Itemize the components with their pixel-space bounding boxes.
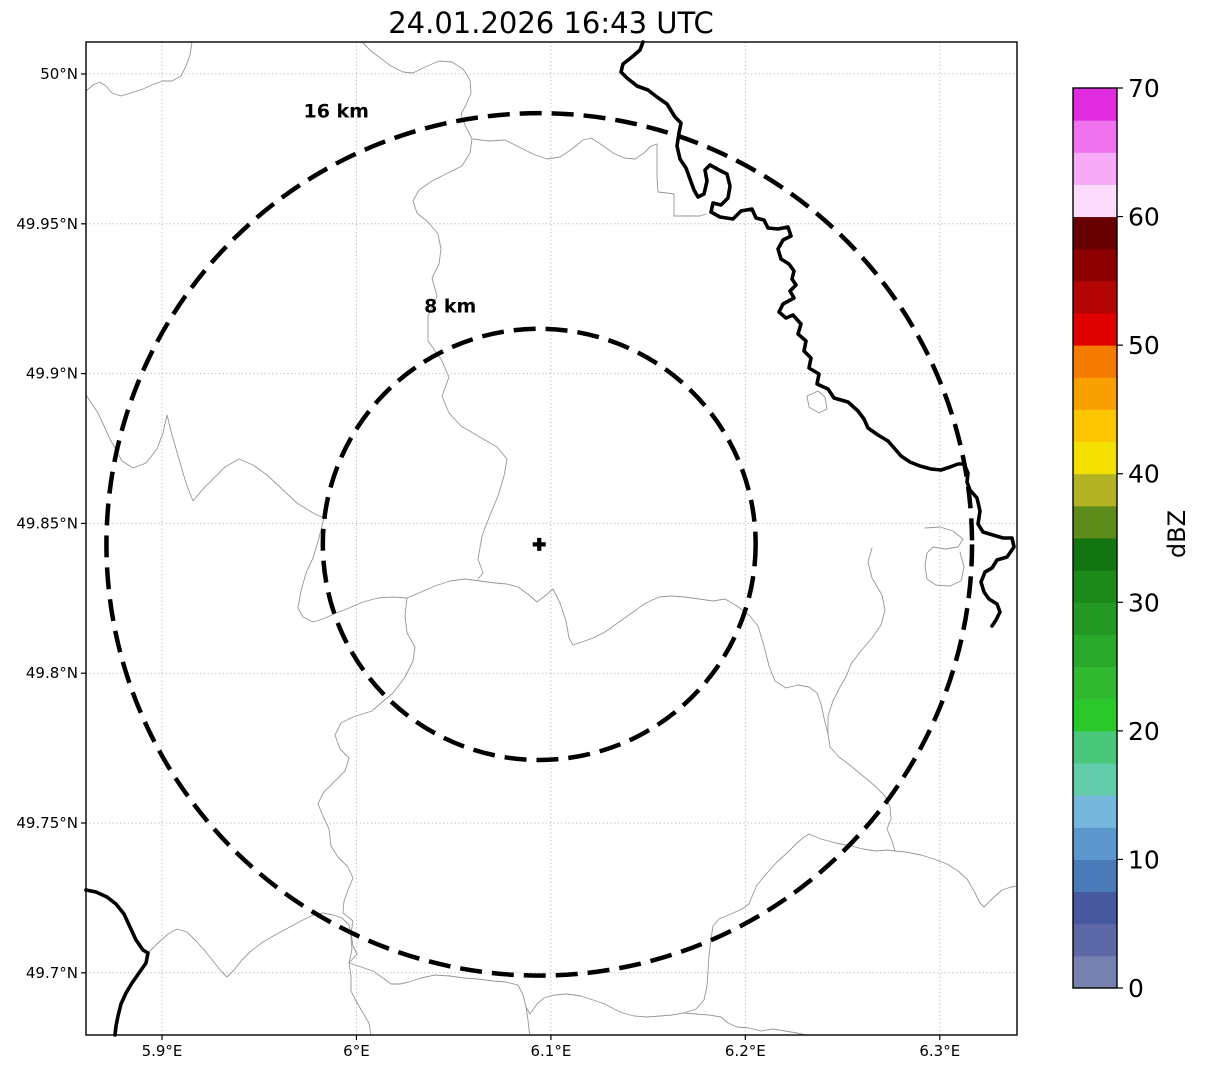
range-ring-label: 16 km bbox=[303, 100, 369, 122]
colorbar-band bbox=[1073, 152, 1117, 185]
admin-border-line bbox=[317, 597, 416, 1036]
colorbar-band bbox=[1073, 280, 1117, 314]
colorbar-band bbox=[1073, 120, 1117, 153]
colorbar-tick-label: 70 bbox=[1128, 74, 1160, 103]
colorbar: 0 10 20 30 40 50 60 70 bbox=[1072, 74, 1160, 1003]
colorbar-band bbox=[1073, 216, 1117, 250]
colorbar-tick-label: 30 bbox=[1128, 588, 1160, 617]
colorbar-band bbox=[1073, 827, 1117, 860]
colorbar-band bbox=[1073, 730, 1117, 764]
admin-border-pocket bbox=[806, 390, 828, 414]
colorbar-band bbox=[1073, 666, 1117, 700]
range-ring-label: 8 km bbox=[424, 295, 476, 317]
gridlines bbox=[86, 42, 1017, 1035]
x-tick-label: 6.1°E bbox=[530, 1042, 571, 1060]
admin-border-line bbox=[362, 42, 508, 580]
admin-border-line bbox=[348, 833, 810, 1018]
colorbar-tick-label: 50 bbox=[1128, 331, 1160, 360]
river-main-line bbox=[619, 40, 1016, 628]
x-tick-label: 6.2°E bbox=[725, 1042, 766, 1060]
colorbar-band bbox=[1073, 505, 1117, 539]
admin-border-line bbox=[525, 1006, 531, 1036]
range-ring-8km bbox=[320, 326, 758, 763]
y-tick-label: 49.75°N bbox=[16, 814, 78, 832]
range-rings-layer: 16 km 8 km bbox=[104, 100, 975, 978]
y-tick-label: 49.95°N bbox=[16, 215, 78, 233]
axes-layer: 5.9°E 6°E 6.1°E 6.2°E 6.3°E 50°N 49.95°N 49.9°N… bbox=[16, 41, 1018, 1060]
admin-border-line bbox=[472, 137, 707, 217]
colorbar-band bbox=[1073, 923, 1117, 957]
colorbar-band bbox=[1073, 634, 1117, 668]
admin-border-line bbox=[683, 1012, 807, 1036]
colorbar-band bbox=[1073, 891, 1117, 925]
colorbar-band bbox=[1073, 955, 1117, 989]
river-thin-line bbox=[147, 912, 353, 978]
colorbar-band bbox=[1073, 473, 1117, 507]
colorbar-band bbox=[1073, 409, 1117, 443]
y-tick-label: 49.7°N bbox=[26, 964, 78, 982]
river-southwest-line bbox=[84, 888, 150, 1037]
colorbar-band bbox=[1073, 602, 1117, 635]
colorbar-band bbox=[1073, 88, 1117, 121]
y-tick-label: 49.85°N bbox=[16, 514, 78, 532]
colorbar-tick-label: 40 bbox=[1128, 460, 1160, 489]
colorbar-band bbox=[1073, 698, 1117, 732]
colorbar-band bbox=[1073, 795, 1117, 828]
colorbar-tick-label: 10 bbox=[1128, 845, 1160, 874]
x-tick-label: 6°E bbox=[343, 1042, 370, 1060]
y-tick-label: 49.9°N bbox=[26, 365, 78, 383]
figure-title: 24.01.2026 16:43 UTC bbox=[388, 6, 714, 40]
colorbar-band bbox=[1073, 763, 1117, 796]
admin-border-pocket bbox=[924, 526, 965, 587]
admin-border-line bbox=[827, 547, 896, 852]
colorbar-band bbox=[1073, 441, 1117, 475]
colorbar-frame bbox=[1072, 87, 1118, 989]
x-tick-label: 5.9°E bbox=[142, 1042, 183, 1060]
colorbar-tick-label: 60 bbox=[1128, 203, 1160, 232]
x-tick-label: 6.3°E bbox=[919, 1042, 960, 1060]
y-tick-label: 50°N bbox=[40, 65, 78, 83]
map-borders-layer bbox=[85, 41, 1018, 1036]
colorbar-band bbox=[1073, 313, 1117, 346]
colorbar-unit-label: dBZ bbox=[1163, 510, 1191, 558]
admin-border-line bbox=[85, 41, 193, 97]
admin-border-line bbox=[85, 394, 829, 735]
colorbar-band bbox=[1073, 859, 1117, 893]
colorbar-band bbox=[1073, 538, 1117, 571]
radar-site-marker bbox=[532, 537, 546, 551]
colorbar-band bbox=[1073, 184, 1117, 218]
colorbar-band bbox=[1073, 248, 1117, 282]
colorbar-band bbox=[1073, 377, 1117, 410]
admin-border-line bbox=[808, 833, 896, 852]
colorbar-tick-label: 0 bbox=[1128, 974, 1144, 1003]
range-ring-16km bbox=[104, 110, 975, 978]
colorbar-band bbox=[1073, 345, 1117, 378]
colorbar-tick-label: 20 bbox=[1128, 717, 1160, 746]
river-layer bbox=[84, 40, 1016, 1037]
y-tick-label: 49.8°N bbox=[26, 664, 78, 682]
colorbar-band bbox=[1073, 570, 1117, 603]
map-frame bbox=[85, 41, 1018, 1036]
admin-border-line bbox=[894, 850, 1018, 908]
